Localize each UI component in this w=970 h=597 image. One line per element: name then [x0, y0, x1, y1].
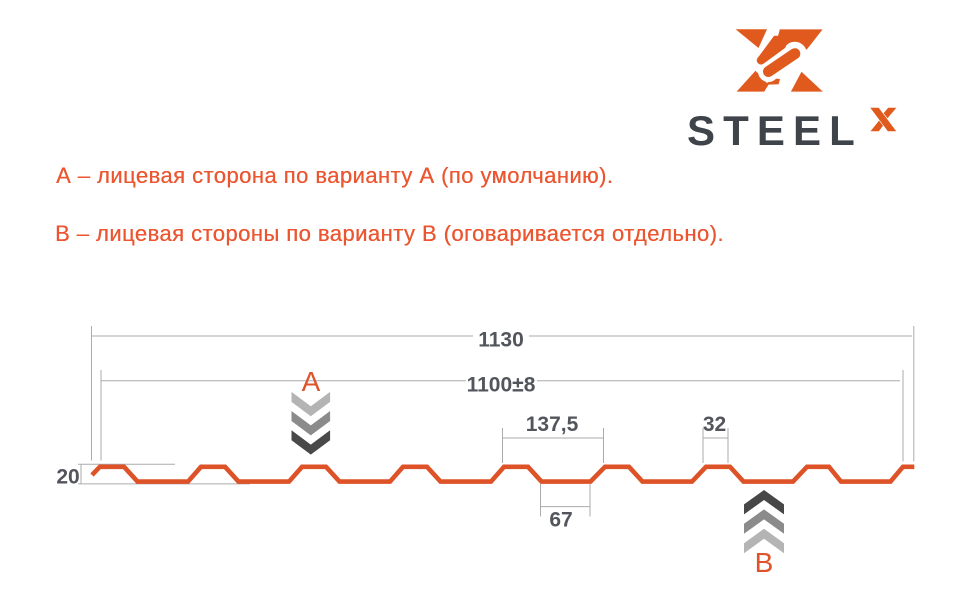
svg-text:В: В: [755, 547, 774, 578]
svg-text:67: 67: [549, 509, 572, 532]
svg-text:1130: 1130: [478, 329, 524, 352]
svg-text:32: 32: [703, 413, 726, 436]
svg-text:1100±8: 1100±8: [467, 374, 536, 397]
svg-text:137,5: 137,5: [526, 413, 579, 436]
svg-text:20: 20: [56, 465, 79, 488]
svg-text:А: А: [302, 366, 321, 397]
